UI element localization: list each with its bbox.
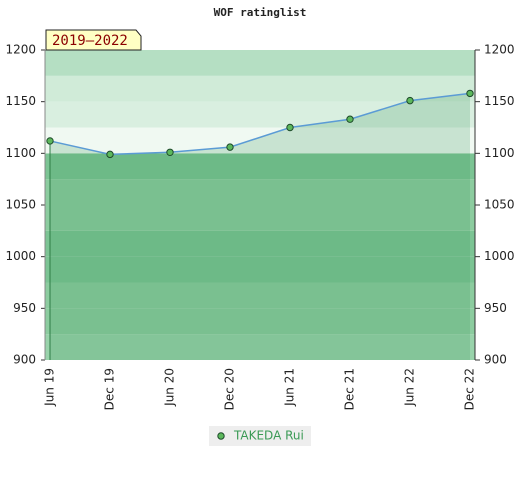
y-tick-label: 1000 (5, 249, 36, 263)
marker (346, 115, 354, 123)
plot-band (45, 308, 475, 335)
legend-marker (217, 432, 225, 440)
marker (166, 148, 174, 157)
y-tick-label: 1050 (5, 198, 36, 212)
marker (406, 96, 414, 105)
y-tick-label: 900 (13, 353, 36, 367)
x-tick-label: Dec 19 (103, 368, 117, 410)
plot-band (45, 179, 475, 205)
y2-tick-label: 1000 (484, 249, 515, 263)
plot-band (45, 101, 475, 128)
x-tick-label: Jun 21 (283, 368, 297, 407)
plot-band (45, 75, 475, 102)
x-tick-label: Dec 20 (223, 368, 237, 410)
marker (106, 150, 114, 159)
marker (286, 123, 294, 132)
plot-band (45, 230, 475, 257)
x-tick-label: Jun 19 (43, 368, 57, 407)
y-tick-label: 1150 (5, 94, 36, 108)
plot-band (45, 256, 475, 283)
area (50, 93, 470, 361)
x-tick-label: Dec 21 (343, 368, 357, 410)
plot-band (45, 50, 475, 76)
x-tick-label: Jun 20 (163, 368, 177, 407)
y2-tick-label: 1050 (484, 198, 515, 212)
chart-title: WOF ratinglist (214, 6, 307, 19)
y2-tick-label: 1150 (484, 94, 515, 108)
y-tick-label: 1100 (5, 146, 36, 160)
x-tick-label: Dec 22 (463, 368, 477, 410)
marker (226, 143, 234, 151)
y2-tick-label: 900 (484, 353, 507, 367)
y-tick-label: 950 (13, 301, 36, 315)
marker (46, 137, 54, 145)
y2-tick-label: 1100 (484, 146, 515, 160)
plot-band (45, 282, 475, 309)
y2-tick-label: 950 (484, 301, 507, 315)
plot-band (45, 127, 475, 154)
line (49, 92, 471, 156)
y2-tick-label: 1200 (484, 43, 515, 57)
legend-box (209, 426, 311, 446)
plot-band (45, 205, 475, 231)
plot-band (45, 334, 475, 360)
annotation: 2019–2022 (52, 33, 128, 49)
plot-band (45, 153, 475, 180)
annotation-box (45, 29, 142, 51)
y-tick-label: 1200 (5, 43, 36, 57)
marker (466, 89, 474, 98)
legend-label: TAKEDA Rui (233, 429, 304, 443)
x-tick-label: Jun 22 (403, 368, 417, 407)
